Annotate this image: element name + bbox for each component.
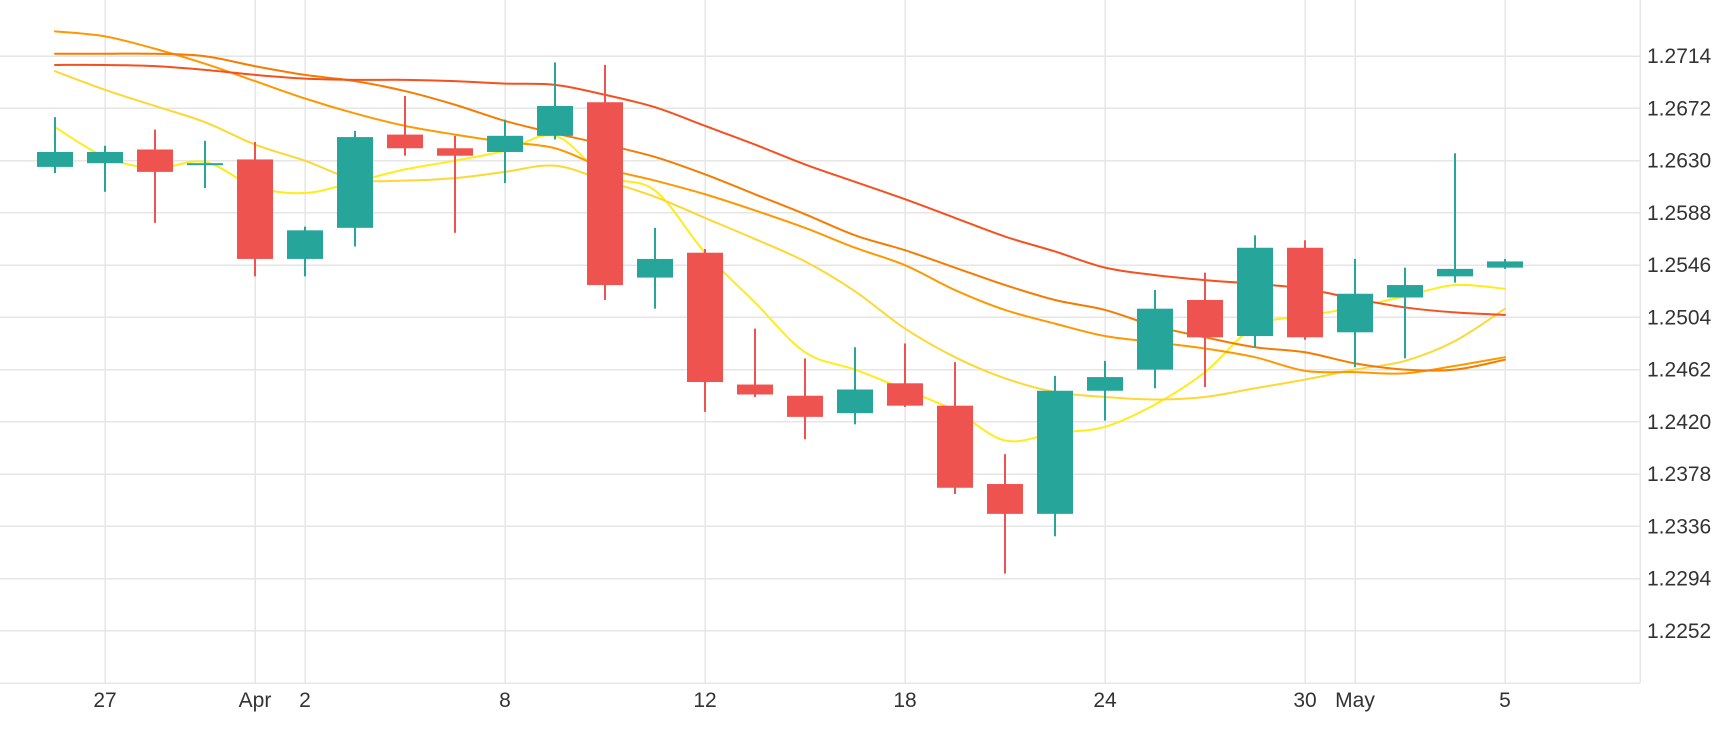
candle xyxy=(387,96,423,156)
x-tick-label: Apr xyxy=(239,689,272,712)
y-tick-label: 1.2630 xyxy=(1647,150,1711,173)
moving-average-line-2 xyxy=(54,70,1506,401)
candle xyxy=(837,347,873,425)
y-tick-label: 1.2672 xyxy=(1647,97,1711,120)
candle xyxy=(87,145,123,192)
candle-body xyxy=(1287,247,1323,338)
y-tick-label: 1.2714 xyxy=(1647,45,1712,68)
candle-body xyxy=(987,484,1023,514)
candle xyxy=(987,454,1023,574)
candle xyxy=(1187,272,1223,388)
candle-body xyxy=(837,389,873,414)
x-tick-label: 30 xyxy=(1293,689,1316,712)
candle xyxy=(1287,240,1323,340)
candle-body xyxy=(437,148,473,156)
candle-body xyxy=(787,395,823,417)
x-tick-label: 5 xyxy=(1499,689,1511,712)
moving-average-line-3 xyxy=(54,30,1506,375)
candle-body xyxy=(237,159,273,259)
x-tick-label: May xyxy=(1335,689,1375,712)
candle xyxy=(537,62,573,140)
candle xyxy=(237,142,273,277)
candle-body xyxy=(1237,247,1273,337)
candle-body xyxy=(287,230,323,259)
candle xyxy=(37,117,73,174)
candle xyxy=(287,226,323,277)
candle-body xyxy=(137,149,173,172)
candle-body xyxy=(587,102,623,286)
candle-body xyxy=(1087,377,1123,391)
candle-body xyxy=(37,151,73,167)
candle xyxy=(1437,153,1473,283)
candle xyxy=(1087,360,1123,421)
candle-body xyxy=(337,137,373,228)
candle xyxy=(187,140,223,189)
x-tick-label: 27 xyxy=(93,689,116,712)
candle-body xyxy=(1487,261,1523,268)
x-tick-label: 12 xyxy=(693,689,716,712)
candle xyxy=(137,129,173,223)
y-tick-label: 1.2252 xyxy=(1647,620,1711,643)
grid-layer xyxy=(0,0,1640,683)
candle-body xyxy=(687,252,723,383)
y-tick-label: 1.2462 xyxy=(1647,359,1711,382)
candle-body xyxy=(1137,308,1173,370)
x-tick-label: 2 xyxy=(299,689,311,712)
candle xyxy=(587,64,623,300)
candle xyxy=(637,227,673,309)
candle xyxy=(1337,258,1373,368)
candle-body xyxy=(937,405,973,488)
candle xyxy=(687,248,723,412)
y-tick-label: 1.2546 xyxy=(1647,254,1711,277)
candles-layer xyxy=(37,62,1523,574)
x-tick-label: 18 xyxy=(893,689,916,712)
candle xyxy=(1387,267,1423,359)
candle-body xyxy=(187,163,223,166)
y-tick-label: 1.2420 xyxy=(1647,411,1711,434)
candle-body xyxy=(637,258,673,278)
y-tick-label: 1.2336 xyxy=(1647,515,1711,538)
x-tick-label: 24 xyxy=(1093,689,1117,712)
candle xyxy=(887,343,923,407)
y-tick-label: 1.2294 xyxy=(1647,568,1712,591)
candle xyxy=(437,135,473,233)
candle xyxy=(737,328,773,397)
candle-body xyxy=(387,134,423,149)
candle-body xyxy=(1387,285,1423,298)
x-tick-label: 8 xyxy=(499,689,511,712)
candle-body xyxy=(1437,268,1473,277)
candle-body xyxy=(1337,293,1373,333)
candle xyxy=(487,119,523,184)
candle-body xyxy=(87,151,123,164)
candle-body xyxy=(887,383,923,406)
candle xyxy=(1037,375,1073,537)
candle-body xyxy=(537,105,573,136)
moving-average-line-4 xyxy=(54,52,1506,372)
candle xyxy=(1237,235,1273,348)
candle-body xyxy=(1037,390,1073,514)
candle xyxy=(337,130,373,247)
y-tick-label: 1.2504 xyxy=(1647,306,1712,329)
candle xyxy=(1487,258,1523,269)
candle xyxy=(787,358,823,440)
candle xyxy=(937,362,973,494)
candle-body xyxy=(1187,299,1223,338)
axis-layer: 1.2252 1.2294 1.2336 1.2378 1.2420 1.2462 1.25… xyxy=(0,0,1712,712)
candle-body xyxy=(737,384,773,395)
y-tick-label: 1.2378 xyxy=(1647,463,1711,486)
candle xyxy=(1137,290,1173,389)
y-tick-label: 1.2588 xyxy=(1647,202,1711,225)
candle-body xyxy=(487,135,523,152)
